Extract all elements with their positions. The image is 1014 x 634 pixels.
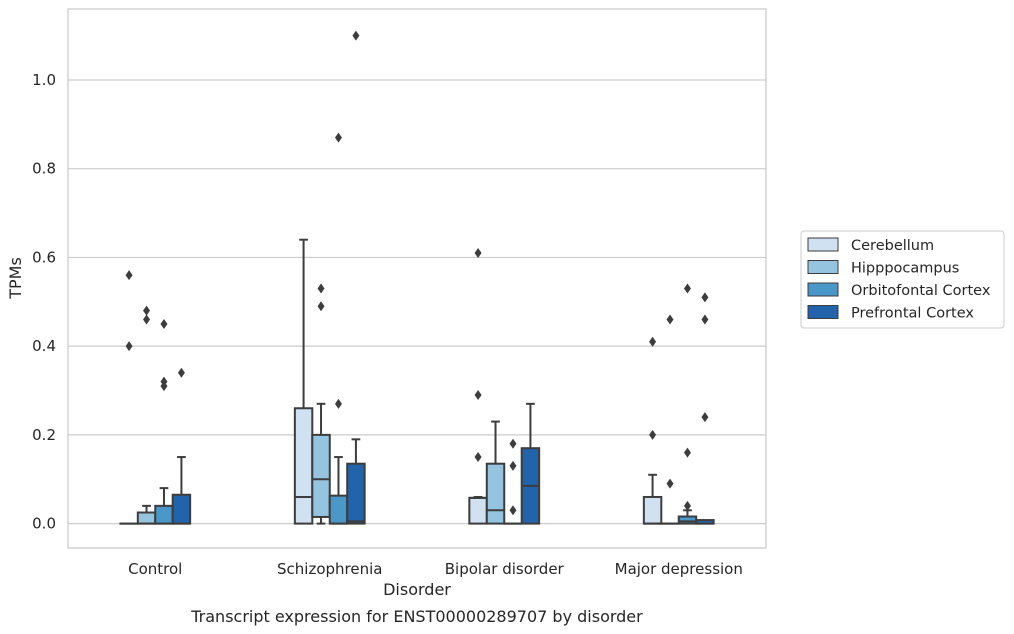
outlier-point	[701, 292, 709, 303]
outlier-point	[666, 314, 674, 325]
x-axis-label: Disorder	[383, 580, 451, 599]
box-prefrontal-cortex	[346, 30, 366, 525]
outlier-point	[666, 478, 674, 489]
y-tick-label: 1.0	[32, 71, 56, 89]
legend-label: Cerebellum	[851, 238, 934, 254]
outlier-point	[125, 341, 133, 352]
chart-caption: Transcript expression for ENST0000028970…	[190, 607, 643, 626]
box-orbitofontal-cortex	[154, 318, 174, 525]
legend-swatch	[807, 237, 839, 252]
box-body	[136, 511, 157, 525]
legend-label: Hipppocampus	[851, 261, 959, 277]
box-body	[677, 515, 698, 525]
box-hipppocampus	[136, 305, 157, 525]
box-orbitofontal-cortex	[328, 132, 349, 525]
outlier-point	[509, 438, 517, 449]
box-body	[642, 495, 663, 525]
box-prefrontal-cortex	[171, 367, 192, 525]
outlier-point	[143, 305, 151, 316]
outlier-point	[683, 447, 691, 458]
x-tick-label: Schizophrenia	[277, 560, 382, 578]
outlier-point	[143, 314, 151, 325]
plot-frame	[67, 8, 767, 549]
outlier-point	[474, 389, 482, 400]
outlier-point	[474, 247, 482, 258]
outlier-point	[509, 505, 517, 516]
x-tick-label: Bipolar disorder	[445, 560, 565, 578]
outlier-point	[317, 283, 325, 294]
y-tick-label: 0.2	[32, 426, 56, 444]
outlier-point	[649, 336, 657, 347]
outlier-point	[649, 429, 657, 440]
outlier-point	[683, 500, 691, 511]
box-body	[346, 462, 366, 525]
legend-swatch	[807, 282, 839, 297]
box-plots	[119, 30, 715, 525]
legend: Cerebellum Hipppocampus Orbitofontal Corte…	[800, 230, 1005, 329]
box-body	[171, 493, 192, 525]
outlier-point	[177, 367, 185, 378]
box-body	[328, 494, 349, 525]
box-body	[468, 496, 488, 525]
outlier-point	[509, 460, 517, 471]
box-orbitofontal-cortex	[503, 438, 523, 525]
x-tick-label: Control	[128, 560, 182, 578]
box-cerebellum	[468, 247, 488, 525]
box-cerebellum	[293, 238, 314, 525]
legend-label: Orbitofontal Cortex	[851, 283, 991, 299]
box-body	[154, 504, 174, 525]
box-hipppocampus	[311, 283, 331, 525]
outlier-point	[334, 398, 342, 409]
box-body	[485, 462, 506, 525]
outlier-point	[352, 30, 360, 41]
box-prefrontal-cortex	[695, 292, 715, 525]
y-tick-label: 0.6	[32, 248, 56, 266]
box-prefrontal-cortex	[520, 402, 541, 525]
x-axis-ticks: Control Schizophrenia Bipolar disorder Majo…	[128, 560, 743, 578]
outlier-point	[683, 283, 691, 294]
legend-swatch	[807, 305, 839, 319]
box-cerebellum	[119, 270, 139, 525]
outlier-point	[701, 412, 709, 423]
y-axis-label: TPMs	[6, 257, 25, 300]
legend-swatch	[807, 260, 839, 274]
y-axis-ticks: 0.0 0.2 0.4 0.6 0.8 1.0	[32, 71, 56, 533]
y-tick-label: 0.8	[32, 160, 56, 178]
box-orbitofontal-cortex	[677, 283, 698, 525]
grid-lines	[68, 79, 766, 525]
outlier-point	[160, 381, 168, 392]
box-body	[311, 433, 331, 518]
outlier-point	[160, 318, 168, 329]
outlier-point	[317, 301, 325, 312]
outlier-point	[125, 270, 133, 281]
y-tick-label: 0.0	[32, 515, 56, 533]
outlier-point	[334, 132, 342, 143]
box-cerebellum	[642, 336, 663, 525]
box-body	[293, 407, 314, 525]
outlier-point	[474, 452, 482, 463]
legend-label: Prefrontal Cortex	[851, 306, 974, 322]
outlier-point	[701, 314, 709, 325]
box-hipppocampus	[485, 420, 506, 525]
y-tick-label: 0.4	[32, 337, 56, 355]
x-tick-label: Major depression	[615, 560, 743, 578]
legend-frame	[800, 230, 1005, 329]
